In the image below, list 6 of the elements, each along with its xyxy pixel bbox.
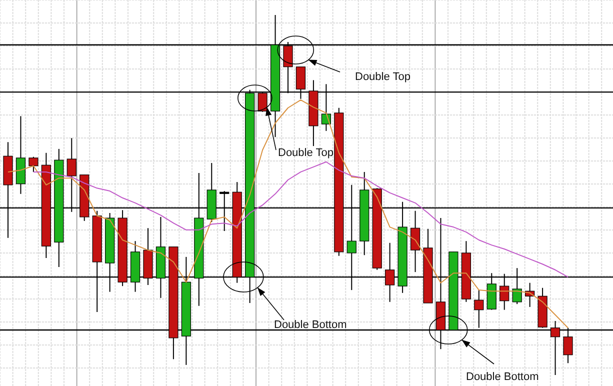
candlestick (28, 156, 38, 172)
candlestick (410, 210, 420, 273)
annotation: Double Bottom (274, 319, 347, 331)
annotation: Double Bottom (466, 371, 539, 383)
annotation: Double Top (278, 147, 334, 159)
annotation: Double Top (355, 71, 410, 83)
